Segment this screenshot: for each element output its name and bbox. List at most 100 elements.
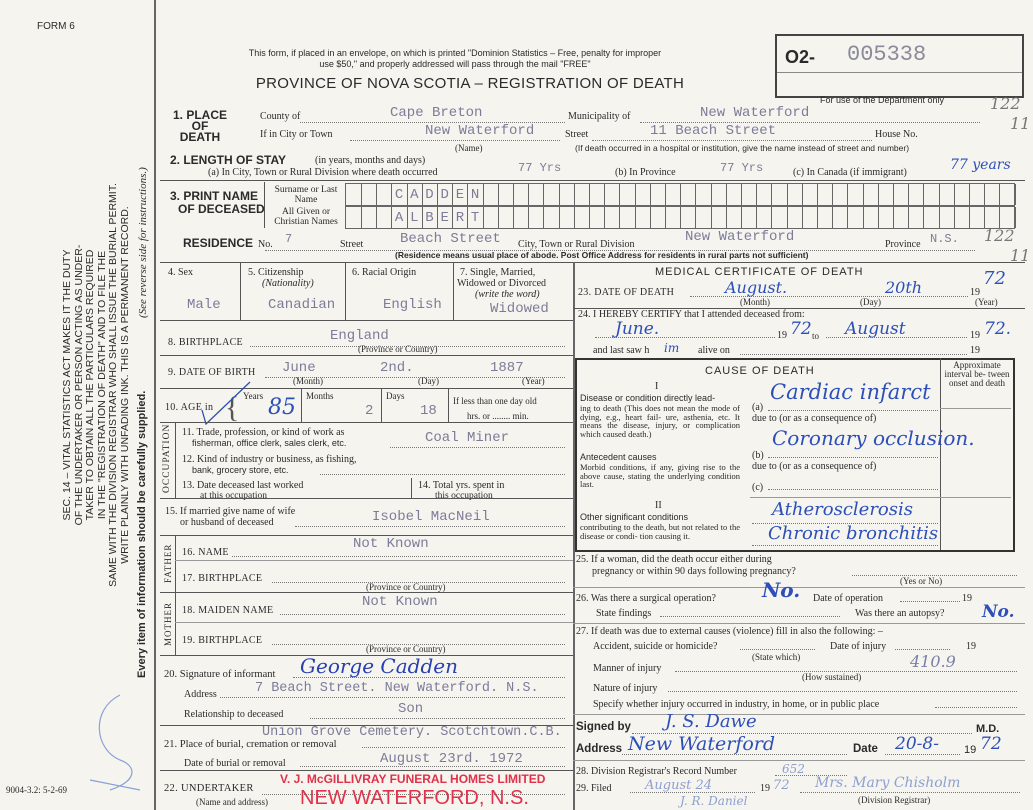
name-grid-cell — [452, 184, 469, 205]
industry-line — [320, 474, 565, 475]
part-two: II — [655, 500, 662, 511]
attended-from-year: 72 — [790, 319, 812, 339]
direct-cause-desc: ing to death (This does not mean the mod… — [580, 403, 740, 440]
name-grid-letter: A — [394, 210, 404, 226]
house-no-label: House No. — [875, 129, 918, 140]
residence-city-label: City, Town or Rural Division — [518, 239, 635, 250]
name-grid-letter: E — [455, 187, 465, 203]
nineteen: 19 — [962, 593, 972, 604]
undertaker-line — [262, 794, 565, 795]
nineteen: 19 — [970, 330, 980, 341]
residence-label: RESIDENCE — [183, 236, 254, 250]
birthplace-value: England — [330, 328, 389, 344]
name-grid-cell — [908, 207, 925, 228]
registrar-record-number: 652 — [782, 762, 805, 776]
name-grid-cell — [863, 184, 879, 205]
q25-label: pregnancy or within 90 days following pr… — [592, 566, 796, 577]
divider — [448, 388, 449, 422]
residence-no: 7 — [285, 232, 293, 246]
death-month-note: (Month) — [740, 297, 770, 307]
name-grid-cell — [604, 207, 621, 228]
name-grid-cell — [665, 184, 682, 205]
last-saw-pronoun: im — [664, 341, 680, 355]
cause-a-label: (a) — [752, 402, 764, 413]
dob-year: 1887 — [490, 360, 524, 376]
act-line: SEC. 14 – VITAL STATISTICS ACT MAKES IT … — [61, 249, 73, 521]
name-grid-cell — [969, 207, 986, 228]
filed-line — [630, 792, 755, 793]
residence-line — [265, 250, 975, 251]
date-of-death-line — [690, 296, 968, 297]
mother-birthplace-label: 19. BIRTHPLACE — [182, 635, 263, 646]
name-grid-cell — [513, 207, 530, 228]
name-grid-cell — [863, 207, 879, 228]
mother-birthplace-line — [272, 644, 565, 645]
print-name-label-2: OF DECEASED — [178, 202, 265, 216]
name-grid-cell — [726, 184, 742, 205]
stay-canada-label: (c) In Canada (if immigrant) — [793, 167, 907, 178]
manner-label: Manner of injury — [593, 663, 662, 674]
cert-year: 72 — [980, 734, 1002, 754]
medical-certificate-title: MEDICAL CERTIFICATE OF DEATH — [655, 266, 864, 278]
name-grid-cell — [741, 184, 758, 205]
undertaker-stamp-line1: V. J. McGILLIVRAY FUNERAL HOMES LIMITED — [280, 772, 546, 786]
name-grid-cell — [498, 207, 514, 228]
name-grid-letter: N — [470, 187, 480, 203]
name-grid-cell — [756, 207, 773, 228]
name-grid-cell — [893, 184, 910, 205]
print-name-label-1: 3. PRINT NAME — [170, 189, 259, 203]
cause-a: Cardiac infarct — [770, 380, 931, 404]
certify-to-line — [826, 337, 967, 338]
mail-notice-2: use $50," and properly addressed will pa… — [319, 59, 591, 69]
dob-label: 9. DATE OF BIRTH — [168, 367, 256, 378]
death-year: 72 — [983, 268, 1006, 289]
undertaker-stamp-line2: NEW WATERFORD, N.S. — [300, 787, 529, 809]
record-box-divider — [777, 72, 1022, 73]
dept-code: 122 — [984, 226, 1015, 245]
city-line — [350, 140, 560, 141]
father-name: Not Known — [353, 536, 429, 552]
page-title: PROVINCE OF NOVA SCOTIA – REGISTRATION O… — [255, 75, 685, 92]
other-line — [752, 523, 938, 524]
citizenship-value: Canadian — [268, 297, 336, 313]
manner-code: 410.9 — [910, 652, 956, 671]
autopsy-answer: No. — [982, 602, 1015, 622]
days-label: Days — [386, 391, 405, 401]
divider — [453, 262, 454, 320]
name-grid-letter: D — [440, 187, 449, 203]
see-reverse-note: (See reverse side for instructions.) — [137, 167, 149, 318]
cause-title: CAUSE OF DEATH — [705, 365, 815, 377]
divider — [175, 422, 176, 498]
marital-label: 7. Single, Married, — [460, 267, 536, 278]
divider — [264, 182, 265, 228]
divider — [160, 770, 573, 771]
age-months: 2 — [365, 403, 374, 419]
specify-line — [935, 707, 1017, 708]
form-number: FORM 6 — [37, 21, 75, 32]
name-grid-cell — [893, 207, 910, 228]
burial-date-line — [300, 766, 565, 767]
antecedent-desc: Morbid conditions, if any, giving rise t… — [580, 462, 740, 490]
birthplace-line — [250, 346, 565, 347]
attended-from-month: June. — [615, 319, 660, 339]
residence-province-label: Province — [885, 239, 921, 250]
mother-section-label: MOTHER — [163, 602, 173, 646]
registrar-line — [800, 792, 1020, 793]
name-grid-cell — [711, 207, 727, 228]
sex-label: 4. Sex — [168, 267, 193, 278]
divider — [160, 422, 573, 423]
name-grid-cell — [969, 184, 986, 205]
city-value: New Waterford — [425, 123, 535, 139]
divider — [160, 725, 573, 726]
hrs-min-label: hrs. or ........ min. — [467, 411, 529, 421]
physician-address-label: Address — [576, 743, 623, 755]
relationship-line — [310, 718, 565, 719]
divider — [160, 262, 1025, 263]
cause-c-label: (c) — [752, 482, 764, 493]
age-label: 10. AGE in — [165, 402, 214, 413]
dept-code: 122 — [990, 94, 1021, 113]
informant-signature-label: 20. Signature of informant — [164, 669, 276, 680]
record-number: 005338 — [847, 42, 927, 67]
